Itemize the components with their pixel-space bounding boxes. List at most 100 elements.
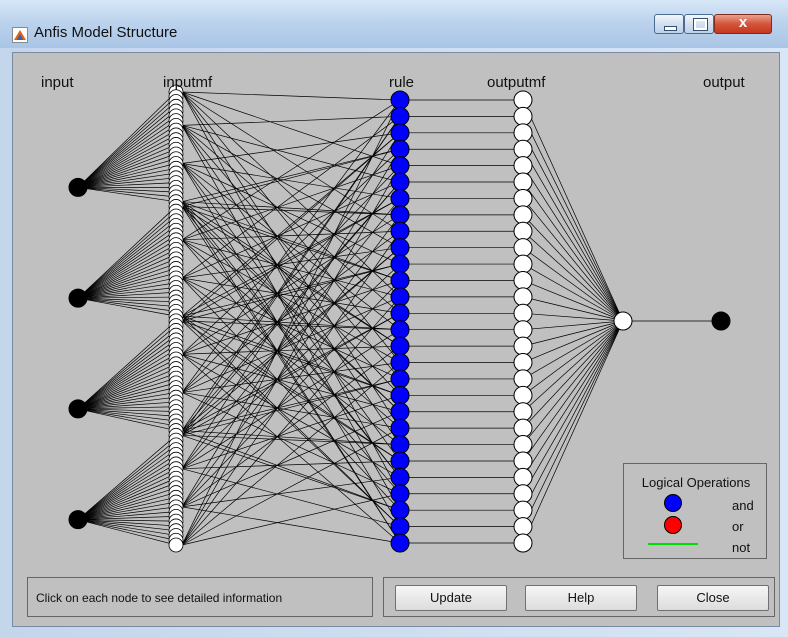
rule-node[interactable] bbox=[390, 533, 410, 553]
mf-rule-connection bbox=[181, 149, 401, 508]
outputmf-node[interactable] bbox=[513, 451, 533, 471]
rule-node[interactable] bbox=[390, 402, 410, 422]
outputmf-node[interactable] bbox=[513, 156, 533, 176]
input-node[interactable] bbox=[68, 177, 88, 197]
rule-node[interactable] bbox=[390, 517, 410, 537]
outputmf-sum-connection bbox=[522, 320, 624, 494]
outputmf-node[interactable] bbox=[513, 402, 533, 422]
rule-node[interactable] bbox=[390, 254, 410, 274]
rule-node[interactable] bbox=[390, 467, 410, 487]
input-mf-connection bbox=[77, 182, 177, 188]
outputmf-node[interactable] bbox=[513, 90, 533, 110]
input-mf-connection bbox=[77, 206, 177, 299]
outputmf-node[interactable] bbox=[513, 369, 533, 389]
outputmf-node[interactable] bbox=[513, 221, 533, 241]
input-mf-connection bbox=[77, 408, 177, 422]
rule-node[interactable] bbox=[390, 500, 410, 520]
rule-node[interactable] bbox=[390, 385, 410, 405]
outputmf-sum-connection bbox=[522, 247, 624, 322]
outputmf-node[interactable] bbox=[513, 287, 533, 307]
rule-node[interactable] bbox=[390, 320, 410, 340]
input-mf-connection bbox=[77, 477, 177, 520]
outputmf-node[interactable] bbox=[513, 139, 533, 159]
mf-rule-connection bbox=[181, 91, 401, 298]
rule-node[interactable] bbox=[390, 451, 410, 471]
close-button[interactable]: Close bbox=[657, 585, 769, 611]
rule-node[interactable] bbox=[390, 369, 410, 389]
outputmf-node[interactable] bbox=[513, 172, 533, 192]
outputmf-node[interactable] bbox=[513, 385, 533, 405]
input-mf-connection bbox=[77, 177, 177, 188]
outputmf-node[interactable] bbox=[513, 517, 533, 537]
outputmf-node[interactable] bbox=[513, 353, 533, 373]
mf-rule-connection bbox=[181, 91, 401, 101]
rule-node[interactable] bbox=[390, 484, 410, 504]
maximize-button[interactable] bbox=[684, 14, 714, 34]
rule-node[interactable] bbox=[390, 205, 410, 225]
outputmf-node[interactable] bbox=[513, 303, 533, 323]
input-mf-connection bbox=[77, 519, 177, 536]
outputmf-node[interactable] bbox=[513, 336, 533, 356]
outputmf-node[interactable] bbox=[513, 123, 533, 143]
rule-node[interactable] bbox=[390, 172, 410, 192]
mf-rule-connection bbox=[181, 125, 401, 248]
mf-rule-connection bbox=[181, 201, 401, 216]
outputmf-sum-connection bbox=[522, 280, 624, 322]
mf-rule-connection bbox=[181, 345, 401, 508]
outputmf-node[interactable] bbox=[513, 270, 533, 290]
not-swatch-icon bbox=[648, 543, 698, 545]
input-mf-connection bbox=[77, 396, 177, 410]
rule-node[interactable] bbox=[390, 221, 410, 241]
rule-node[interactable] bbox=[390, 123, 410, 143]
output-node[interactable] bbox=[711, 311, 731, 331]
input-mf-connection bbox=[77, 153, 177, 188]
title-bar[interactable]: Anfis Model Structure x bbox=[0, 0, 788, 49]
outputmf-node[interactable] bbox=[513, 484, 533, 504]
outputmf-node[interactable] bbox=[513, 500, 533, 520]
outputmf-node[interactable] bbox=[513, 254, 533, 274]
outputmf-node[interactable] bbox=[513, 418, 533, 438]
outputmf-node[interactable] bbox=[513, 188, 533, 208]
rule-node[interactable] bbox=[390, 156, 410, 176]
rule-node[interactable] bbox=[390, 238, 410, 258]
outputmf-node[interactable] bbox=[513, 106, 533, 126]
close-icon: x bbox=[738, 14, 748, 31]
input-node[interactable] bbox=[68, 399, 88, 419]
input-mf-connection bbox=[77, 511, 177, 520]
rule-node[interactable] bbox=[390, 188, 410, 208]
update-button[interactable]: Update bbox=[395, 585, 507, 611]
rule-node[interactable] bbox=[390, 90, 410, 110]
mf-rule-connection bbox=[181, 91, 401, 232]
input-mf-connection bbox=[77, 358, 177, 410]
rule-node[interactable] bbox=[390, 139, 410, 159]
input-mf-connection bbox=[77, 387, 177, 410]
rule-node[interactable] bbox=[390, 418, 410, 438]
rule-node[interactable] bbox=[390, 270, 410, 290]
rule-node[interactable] bbox=[390, 287, 410, 307]
outputmf-node[interactable] bbox=[513, 238, 533, 258]
minimize-button[interactable] bbox=[654, 14, 684, 34]
input-node[interactable] bbox=[68, 510, 88, 530]
input-node[interactable] bbox=[68, 288, 88, 308]
output-sum-node[interactable] bbox=[613, 311, 633, 331]
rule-node[interactable] bbox=[390, 435, 410, 455]
outputmf-node[interactable] bbox=[513, 533, 533, 553]
outputmf-node[interactable] bbox=[513, 320, 533, 340]
help-button[interactable]: Help bbox=[525, 585, 637, 611]
connection-lines bbox=[77, 91, 721, 546]
input-mf-connection bbox=[77, 519, 177, 532]
mf-rule-connection bbox=[181, 506, 401, 544]
rule-node[interactable] bbox=[390, 106, 410, 126]
rule-node[interactable] bbox=[390, 336, 410, 356]
outputmf-node[interactable] bbox=[513, 205, 533, 225]
mf-rule-connection bbox=[181, 206, 401, 544]
outputmf-node[interactable] bbox=[513, 467, 533, 487]
mf-rule-connection bbox=[181, 320, 401, 396]
input-mf-connection bbox=[77, 96, 177, 188]
inputmf-node[interactable] bbox=[168, 537, 184, 553]
rule-node[interactable] bbox=[390, 303, 410, 323]
outputmf-node[interactable] bbox=[513, 435, 533, 455]
rule-node[interactable] bbox=[390, 353, 410, 373]
input-mf-connection bbox=[77, 172, 177, 188]
window-close-button[interactable]: x bbox=[714, 14, 772, 34]
